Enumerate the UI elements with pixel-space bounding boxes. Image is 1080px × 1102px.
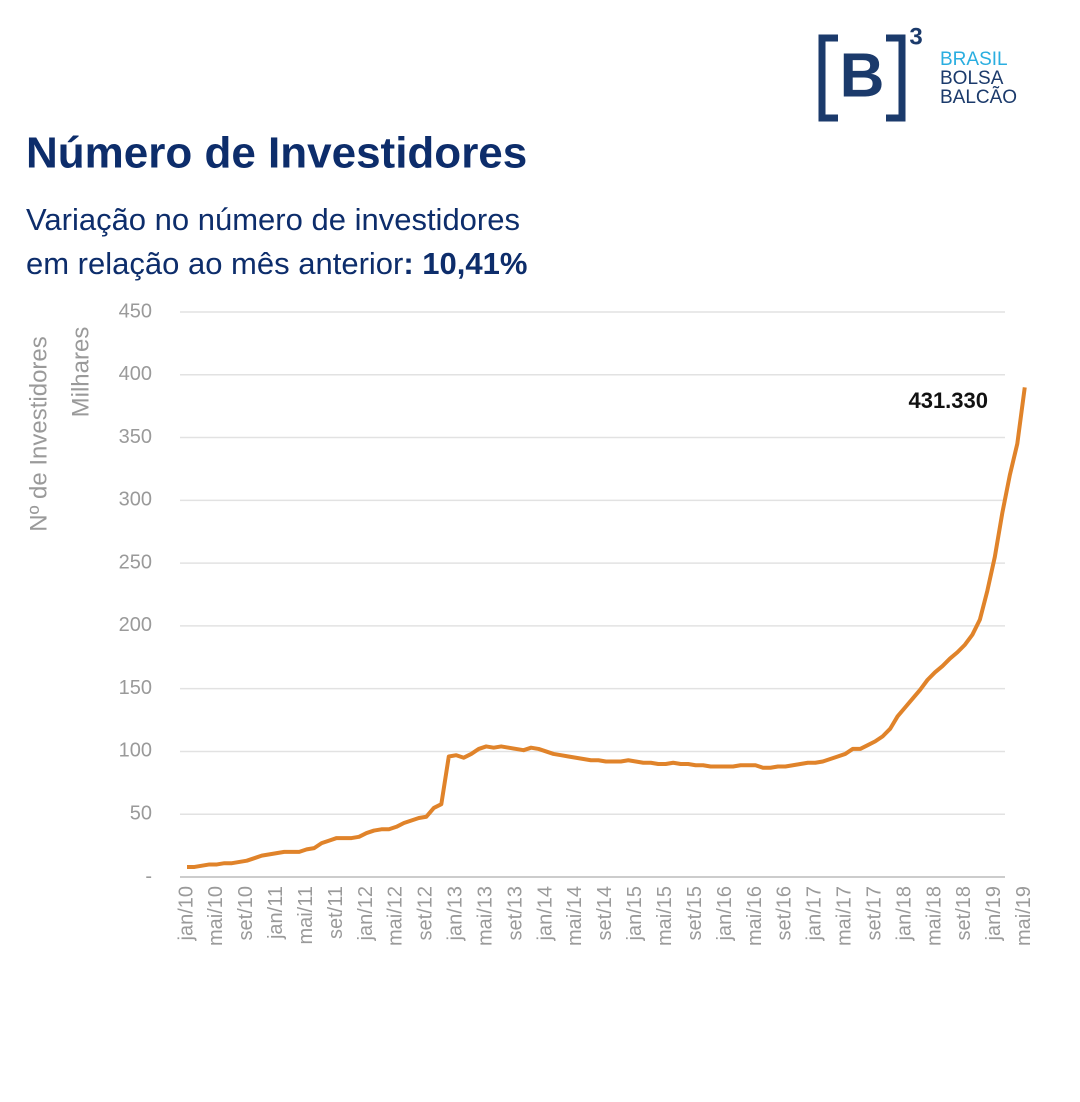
- subtitle-value: : 10,41%: [403, 246, 527, 281]
- x-tick-label: jan/17: [804, 886, 826, 942]
- logo-text: BOLSA: [940, 68, 1004, 89]
- chart-subtitle: Variação no número de investidores: [26, 202, 520, 237]
- logo-sup: 3: [909, 23, 922, 50]
- x-tick-label: mai/13: [474, 886, 496, 946]
- y-axis-unit: Milhares: [67, 327, 94, 418]
- x-tick-label: set/10: [235, 886, 257, 940]
- y-tick-label: -: [145, 865, 152, 887]
- x-tick-label: jan/13: [445, 886, 467, 942]
- subtitle-text: em relação ao mês anterior: [26, 246, 403, 281]
- x-tick-label: mai/10: [205, 886, 227, 946]
- y-tick-label: 100: [119, 740, 152, 762]
- x-tick-label: set/12: [415, 886, 437, 940]
- y-tick-label: 50: [130, 803, 152, 825]
- x-tick-label: jan/14: [534, 886, 556, 942]
- logo-mark: B: [840, 41, 885, 110]
- logo-text: BALCÃO: [940, 86, 1017, 108]
- x-tick-label: set/16: [774, 886, 796, 940]
- x-tick-label: mai/18: [923, 886, 945, 946]
- x-tick-label: jan/10: [175, 886, 197, 942]
- logo-text: BRASIL: [940, 49, 1008, 70]
- x-tick-label: jan/19: [983, 886, 1005, 942]
- y-tick-label: 300: [119, 489, 152, 511]
- x-tick-label: set/14: [594, 886, 616, 940]
- x-tick-label: mai/12: [385, 886, 407, 946]
- y-tick-label: 400: [119, 363, 152, 385]
- x-tick-label: set/11: [325, 886, 347, 939]
- y-tick-label: 350: [119, 426, 152, 448]
- x-tick-label: mai/17: [834, 886, 856, 946]
- chart-title: Número de Investidores: [26, 129, 527, 178]
- logo: B 3 BRASIL BOLSA BALCÃO: [818, 23, 1017, 122]
- x-tick-label: set/18: [953, 886, 975, 940]
- y-tick-label: 250: [119, 551, 152, 573]
- x-tick-label: jan/12: [355, 886, 377, 942]
- x-tick-label: jan/16: [714, 886, 736, 942]
- x-tick-label: mai/16: [744, 886, 766, 946]
- x-tick-label: mai/15: [654, 886, 676, 946]
- y-tick-label: 150: [119, 677, 152, 699]
- y-tick-label: 200: [119, 614, 152, 636]
- x-tick-label: set/15: [684, 886, 706, 940]
- y-axis-label: Nº de Investidores: [25, 336, 52, 532]
- x-tick-label: set/17: [863, 886, 885, 940]
- annotation: 431.330: [908, 388, 988, 413]
- logo-bracket: [818, 34, 838, 122]
- x-tick-label: mai/11: [295, 886, 317, 945]
- x-tick-label: jan/15: [624, 886, 646, 942]
- y-tick-label: 450: [119, 300, 152, 322]
- line: [187, 387, 1027, 869]
- chart-subtitle: em relação ao mês anterior: 10,41%: [26, 246, 527, 281]
- x-tick-label: mai/19: [1013, 886, 1035, 946]
- x-tick-label: jan/11: [265, 886, 287, 940]
- x-tick-label: set/13: [504, 886, 526, 940]
- logo-bracket: [886, 34, 906, 122]
- x-tick-label: jan/18: [893, 886, 915, 942]
- x-tick-label: mai/14: [564, 886, 586, 946]
